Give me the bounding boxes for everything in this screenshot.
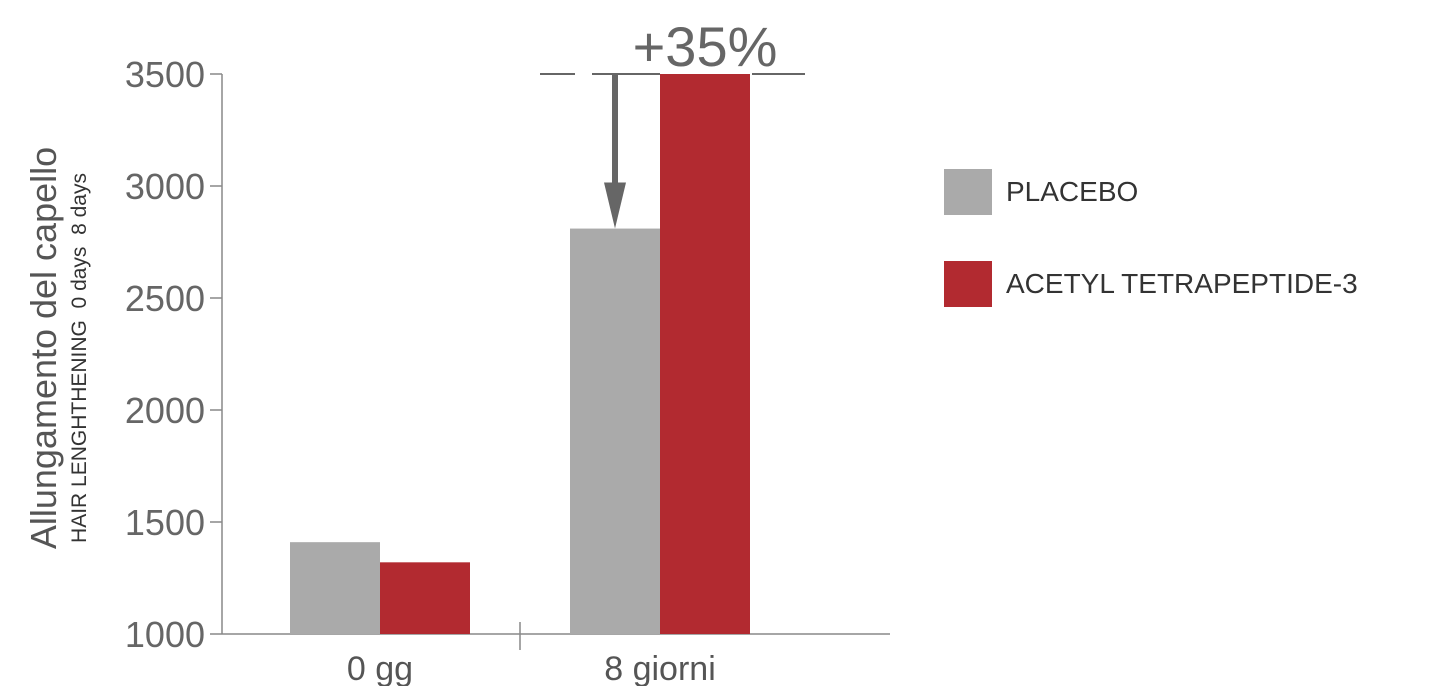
y-tick-label: 1500: [125, 502, 205, 543]
y-axis-subtitle: HAIR LENGHTHENING 0 days 8 days: [68, 173, 91, 543]
legend-item-placebo: PLACEBO: [944, 168, 1358, 216]
y-tick-label: 2000: [125, 390, 205, 431]
x-category-label: 0 gg: [347, 650, 413, 686]
bar-acetyl-1: [660, 74, 750, 634]
x-category-label: 8 giorni: [604, 650, 716, 686]
y-tick-label: 2500: [125, 278, 205, 319]
legend-label-acetyl: ACETYL TETRAPEPTIDE-3: [1006, 268, 1358, 299]
y-ticks: 1000 1500 2000 2500 3000 3500: [125, 54, 222, 655]
y-tick-label: 1000: [125, 614, 205, 655]
y-axis-title: Allungamento del capello: [23, 147, 64, 549]
bar-acetyl-0: [380, 562, 470, 634]
annotation: +35%: [540, 15, 805, 229]
annotation-label: +35%: [633, 15, 778, 78]
bar-placebo-1: [570, 228, 660, 634]
bar-placebo-0: [290, 542, 380, 634]
y-tick-label: 3500: [125, 54, 205, 95]
y-tick-label: 3000: [125, 166, 205, 207]
legend: PLACEBO ACETYL TETRAPEPTIDE-3: [944, 168, 1358, 352]
annotation-arrow-head: [604, 182, 626, 229]
x-categories: 0 gg 8 giorni: [347, 650, 716, 686]
legend-label-placebo: PLACEBO: [1006, 176, 1139, 207]
bars: [290, 74, 750, 634]
legend-swatch-placebo: [944, 169, 992, 215]
legend-swatch-acetyl: [944, 261, 992, 307]
legend-item-acetyl: ACETYL TETRAPEPTIDE-3: [944, 260, 1358, 308]
